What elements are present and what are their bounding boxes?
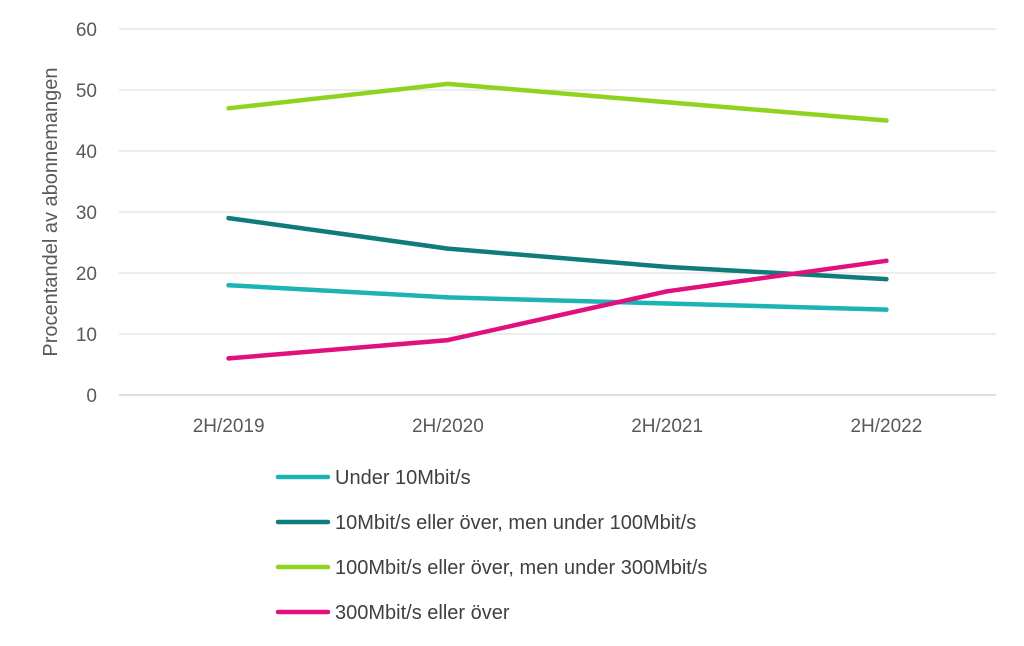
data-point xyxy=(445,81,451,87)
y-tick-label: 10 xyxy=(76,325,97,346)
y-tick-label: 30 xyxy=(76,203,97,224)
data-point xyxy=(664,99,670,105)
data-point xyxy=(445,295,451,300)
series-line-4 xyxy=(226,258,889,361)
x-tick-label: 2H/2020 xyxy=(412,416,484,437)
data-point xyxy=(884,118,889,123)
data-point xyxy=(884,276,889,282)
data-point xyxy=(664,289,670,294)
legend-label: 10Mbit/s eller över, men under 100Mbit/s xyxy=(335,512,696,534)
y-axis-title: Procentandel av abonnemangen xyxy=(40,67,62,356)
series-line-3 xyxy=(226,81,889,123)
data-point xyxy=(445,337,451,343)
y-tick-label: 50 xyxy=(76,81,97,102)
y-axis-ticks: 0 10 20 30 40 50 60 xyxy=(76,20,97,407)
x-tick-label: 2H/2019 xyxy=(193,416,265,437)
data-point xyxy=(226,215,231,221)
data-point xyxy=(226,356,231,361)
data-point xyxy=(445,246,451,251)
y-tick-label: 40 xyxy=(76,142,97,163)
series-line-2 xyxy=(226,215,889,282)
data-point xyxy=(884,307,889,312)
legend-label: Under 10Mbit/s xyxy=(335,467,471,489)
y-tick-label: 0 xyxy=(86,386,97,407)
x-tick-label: 2H/2022 xyxy=(850,416,922,437)
legend-label: 300Mbit/s eller över xyxy=(335,602,510,624)
gridlines xyxy=(119,28,996,396)
x-tick-label: 2H/2021 xyxy=(631,416,703,437)
data-point xyxy=(664,301,670,306)
data-point xyxy=(664,264,670,270)
legend-label: 100Mbit/s eller över, men under 300Mbit/… xyxy=(335,557,707,579)
data-point xyxy=(226,282,231,288)
x-axis-ticks: 2H/2019 2H/2020 2H/2021 2H/2022 xyxy=(193,416,923,437)
data-point xyxy=(884,258,889,264)
y-tick-label: 60 xyxy=(76,20,97,41)
data-point xyxy=(226,106,231,111)
y-tick-label: 20 xyxy=(76,264,97,285)
series-lines xyxy=(226,81,889,361)
series-line-1 xyxy=(226,282,889,312)
legend: Under 10Mbit/s 10Mbit/s eller över, men u… xyxy=(275,467,707,624)
